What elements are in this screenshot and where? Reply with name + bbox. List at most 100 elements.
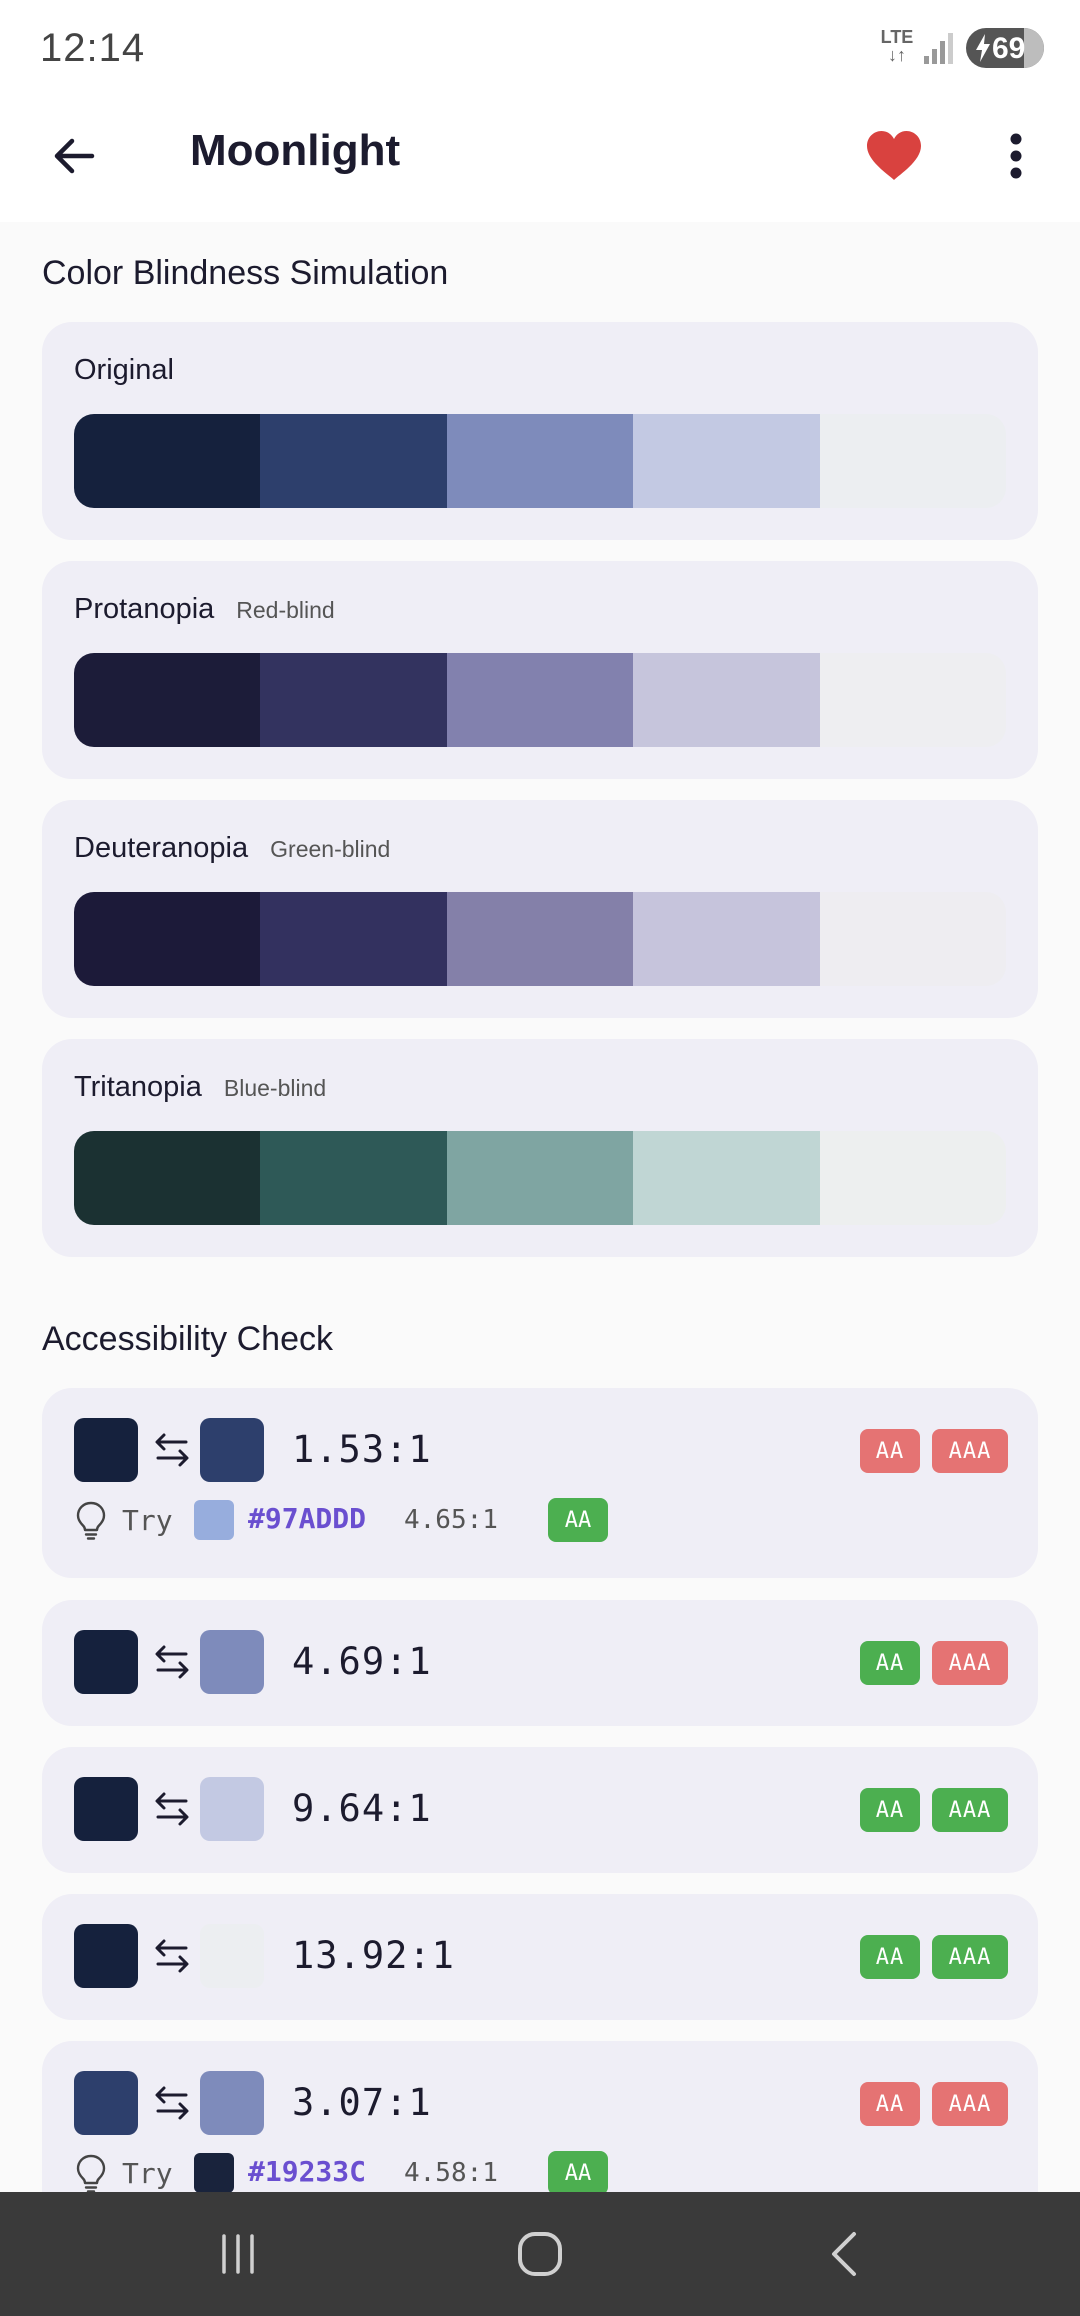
simulation-card-protanopia: Protanopia Red-blind (42, 561, 1038, 779)
background-color-chip (200, 1630, 264, 1694)
app-bar: Moonlight (0, 96, 1080, 222)
back-button[interactable] (36, 118, 112, 194)
aaa-badge: AAA (932, 1641, 1008, 1685)
suggested-color-chip (194, 1500, 234, 1540)
suggested-hex[interactable]: #97ADDD (248, 1502, 367, 1535)
simulation-card-tritanopia: Tritanopia Blue-blind (42, 1039, 1038, 1257)
color-swatch[interactable] (819, 892, 1006, 986)
simulation-name: Tritanopia (74, 1071, 202, 1103)
contrast-check-card[interactable]: 4.69:1 AA AAA (42, 1600, 1038, 1726)
background-color-chip (200, 1777, 264, 1841)
favorite-button[interactable] (856, 118, 932, 194)
home-button[interactable] (490, 2214, 590, 2294)
nav-back-button[interactable] (794, 2214, 894, 2294)
more-options-button[interactable] (978, 118, 1054, 194)
status-bar: 12:14 LTE ↓↑ 69 (0, 0, 1080, 96)
color-swatch[interactable] (446, 414, 634, 508)
color-swatch[interactable] (819, 414, 1006, 508)
suggested-aa-badge: AA (548, 2151, 608, 2192)
lightbulb-icon (76, 2154, 106, 2192)
contrast-check-card[interactable]: 13.92:1 AA AAA (42, 1894, 1038, 2020)
palette-swatches (74, 1131, 1006, 1225)
suggested-ratio: 4.65:1 (404, 1505, 498, 1535)
color-swatch[interactable] (260, 1131, 447, 1225)
swap-icon (155, 1792, 189, 1826)
color-swatch[interactable] (819, 653, 1006, 747)
lte-icon: LTE ↓↑ (880, 27, 914, 65)
aaa-badge: AAA (932, 1429, 1008, 1473)
suggested-aa-badge: AA (548, 1498, 608, 1542)
color-swatch[interactable] (446, 1131, 634, 1225)
simulation-card-original: Original (42, 322, 1038, 540)
aa-badge: AA (860, 2082, 920, 2126)
palette-swatches (74, 653, 1006, 747)
swap-icon (155, 1939, 189, 1973)
contrast-ratio: 9.64:1 (292, 1787, 432, 1830)
aa-badge: AA (860, 1788, 920, 1832)
contrast-ratio: 4.69:1 (292, 1640, 432, 1683)
accessibility-section-title: Accessibility Check (42, 1320, 333, 1358)
home-icon (518, 2232, 562, 2276)
contrast-ratio: 13.92:1 (292, 1934, 455, 1977)
suggested-hex[interactable]: #19233C (248, 2155, 367, 2188)
aaa-badge: AAA (932, 1935, 1008, 1979)
color-swatch[interactable] (446, 892, 634, 986)
color-swatch[interactable] (74, 1131, 261, 1225)
main-content[interactable]: Color Blindness Simulation Original Prot… (0, 222, 1080, 2192)
status-time: 12:14 (40, 26, 146, 70)
simulation-name: Deuteranopia (74, 832, 249, 864)
simulation-name: Protanopia (74, 593, 215, 625)
color-swatch[interactable] (74, 892, 261, 986)
page-title: Moonlight (190, 126, 401, 175)
contrast-check-card[interactable]: 3.07:1 AA AAA Try #19233C 4.58:1 AA (42, 2041, 1038, 2192)
foreground-color-chip (74, 1777, 138, 1841)
color-swatch[interactable] (260, 653, 447, 747)
lightbulb-icon (76, 1501, 106, 1540)
color-swatch[interactable] (74, 414, 261, 508)
color-swatch[interactable] (819, 1131, 1006, 1225)
system-nav-bar (0, 2192, 1080, 2316)
swap-icon (155, 1433, 189, 1467)
color-swatch[interactable] (633, 892, 820, 986)
color-swatch[interactable] (260, 414, 447, 508)
battery-indicator: 69 (966, 28, 1044, 68)
color-swatch[interactable] (633, 653, 820, 747)
contrast-ratio: 3.07:1 (292, 2081, 432, 2124)
color-swatch[interactable] (260, 892, 447, 986)
recent-apps-icon (222, 2234, 254, 2274)
contrast-check-card[interactable]: 1.53:1 AA AAA Try #97ADDD 4.65:1 AA (42, 1388, 1038, 1578)
swap-icon (155, 1645, 189, 1679)
more-vertical-icon (1010, 133, 1022, 179)
palette-swatches (74, 892, 1006, 986)
foreground-color-chip (74, 2071, 138, 2135)
color-swatch[interactable] (633, 414, 820, 508)
color-swatch[interactable] (74, 653, 261, 747)
suggestion-row[interactable]: Try #97ADDD 4.65:1 AA (74, 1498, 1006, 1542)
try-label: Try (122, 2157, 173, 2190)
simulation-name: Original (74, 354, 174, 386)
suggested-ratio: 4.58:1 (404, 2158, 498, 2188)
heart-icon (867, 131, 921, 180)
color-swatch[interactable] (633, 1131, 820, 1225)
background-color-chip (200, 1418, 264, 1482)
aaa-badge: AAA (932, 2082, 1008, 2126)
battery-level: 69 (992, 32, 1026, 65)
contrast-check-card[interactable]: 9.64:1 AA AAA (42, 1747, 1038, 1873)
background-color-chip (200, 1924, 264, 1988)
foreground-color-chip (74, 1924, 138, 1988)
signal-icon (924, 33, 953, 64)
swap-icon (155, 2086, 189, 2120)
simulation-subtitle: Blue-blind (223, 1075, 327, 1101)
foreground-color-chip (74, 1418, 138, 1482)
simulation-section-title: Color Blindness Simulation (42, 254, 449, 292)
contrast-ratio: 1.53:1 (292, 1428, 432, 1471)
palette-swatches (74, 414, 1006, 508)
arrow-left-icon (54, 138, 95, 174)
aaa-badge: AAA (932, 1788, 1008, 1832)
aa-badge: AA (860, 1429, 920, 1473)
color-swatch[interactable] (446, 653, 634, 747)
aa-badge: AA (860, 1641, 920, 1685)
recent-apps-button[interactable] (188, 2214, 288, 2294)
suggestion-row[interactable]: Try #19233C 4.58:1 AA (74, 2151, 1006, 2192)
charging-bolt-icon (976, 34, 990, 62)
